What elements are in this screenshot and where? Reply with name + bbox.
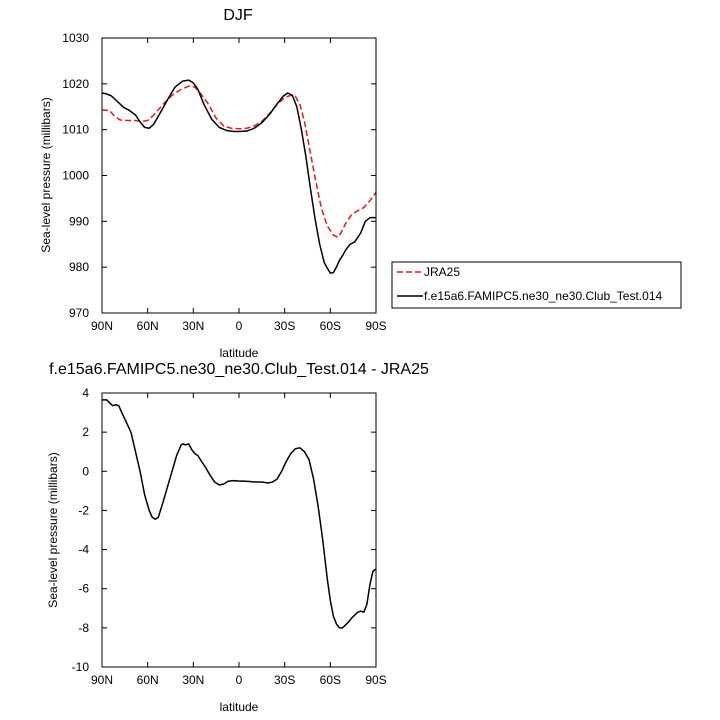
bottom-chart-xtick-label: 60S [320,673,341,687]
top-chart-xtick-label: 0 [236,319,243,333]
top-chart-legend: JRA25 f.e15a6.FAMIPC5.ne30_ne30.Club_Tes… [391,261,682,309]
top-chart-title: DJF [223,7,253,24]
top-chart-ytick-label: 980 [69,260,89,274]
top-chart-xtick-label: 90N [91,319,113,333]
top-chart-ytick-label: 1000 [62,169,89,183]
bottom-chart-ytick-label: -8 [78,621,89,635]
top-chart-xtick-label: 60N [137,319,159,333]
bottom-chart-xtick-label: 90N [91,673,113,687]
bottom-chart-ytick-label: 4 [82,386,89,400]
bottom-chart-xtick-label: 0 [236,673,243,687]
top-chart-xlabel: latitude [220,346,259,360]
top-chart-ytick-label: 1010 [62,123,89,137]
bottom-chart-title: f.e15a6.FAMIPC5.ne30_ne30.Club_Test.014 … [49,361,429,378]
bottom-chart: f.e15a6.FAMIPC5.ne30_ne30.Club_Test.014 … [46,361,429,714]
bottom-chart-ytick-label: -2 [78,503,89,517]
legend-box [391,261,682,309]
top-chart-xtick-label: 30N [182,319,204,333]
top-chart-series-line-0 [101,85,377,239]
top-chart: DJF Sea-level pressure (millibars) latit… [39,7,682,360]
bottom-chart-xtick-label: 30S [274,673,295,687]
bottom-chart-series-line-0 [102,399,377,629]
top-chart-ytick-label: 970 [69,306,89,320]
top-chart-xtick-label: 60S [320,319,341,333]
bottom-chart-ytick-label: -10 [72,660,90,674]
top-chart-ytick-label: 1020 [62,77,89,91]
bottom-chart-xtick-label: 90S [365,673,386,687]
bottom-chart-xtick-label: 60N [137,673,159,687]
top-chart-ylabel: Sea-level pressure (millibars) [39,97,53,252]
top-chart-xtick-label: 30S [274,319,295,333]
bottom-chart-ytick-label: 0 [82,464,89,478]
top-chart-ytick-label: 1030 [62,31,89,45]
bottom-chart-xlabel: latitude [220,700,259,714]
top-chart-ytick-label: 990 [69,214,89,228]
top-chart-xtick-label: 90S [365,319,386,333]
bottom-chart-ylabel: Sea-level pressure (millibars) [46,452,60,607]
bottom-chart-frame [101,392,377,668]
legend-label-jra25: JRA25 [424,265,460,279]
legend-label-model: f.e15a6.FAMIPC5.ne30_ne30.Club_Test.014 [424,289,662,303]
bottom-chart-xtick-label: 30N [182,673,204,687]
bottom-chart-ytick-label: -4 [78,543,89,557]
bottom-chart-ytick-label: -6 [78,582,89,596]
top-chart-series-line-1 [101,79,376,274]
bottom-chart-ytick-label: 2 [82,425,89,439]
top-chart-frame [101,37,377,314]
